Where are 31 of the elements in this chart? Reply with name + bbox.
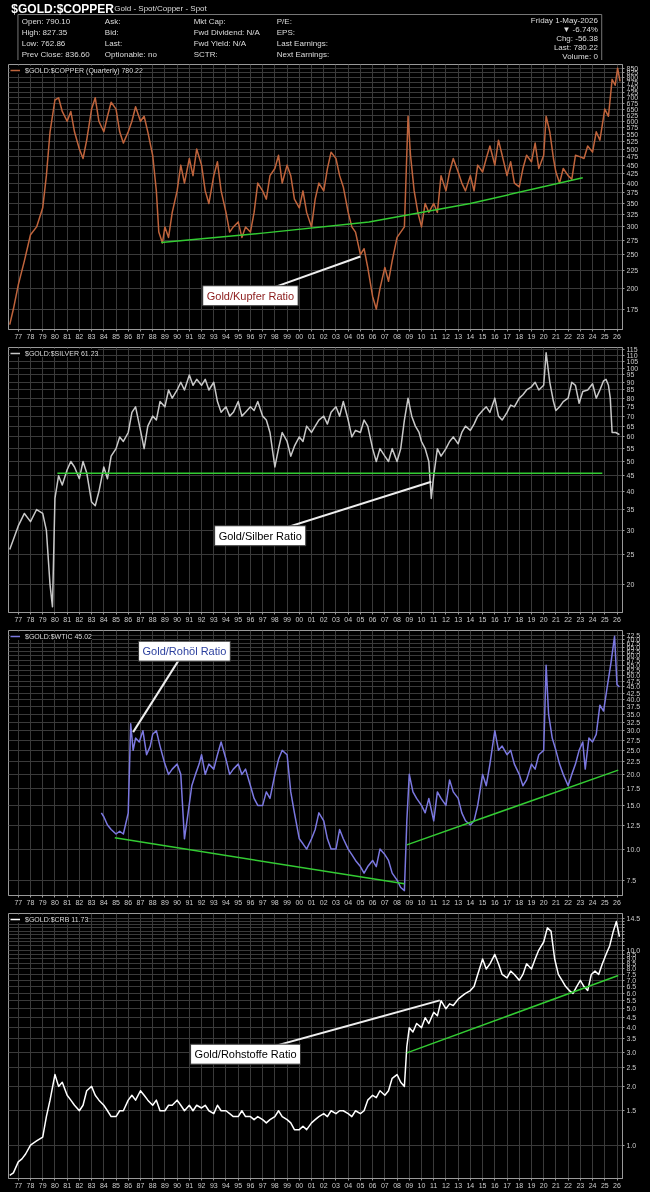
text: High: 827.35 [21,27,68,37]
text: Volume: 0 [562,51,599,61]
text: Low: 762.86 [21,38,66,48]
text: Prev Close: 836.60 [21,49,91,59]
annotation: Gold/Kupfer Ratio [206,289,295,302]
annotation: Gold/Rohstoffe Ratio [194,1048,297,1061]
text: Mkt Cap: [193,16,226,26]
text: Optionable: no [104,49,158,59]
line-series [8,352,621,608]
text: ▼ -6.74% [562,24,598,34]
text: P/E: [276,16,292,26]
line-series [8,67,621,326]
line-series [160,177,584,244]
annotation: Gold/Silber Ratio [218,529,302,542]
text: Last: [104,38,123,48]
text: $GOLD:$COPPER [11,1,115,16]
text: Open: 790.10 [21,16,71,26]
text: EPS: [276,27,296,37]
line-series [100,635,621,892]
text: Gold - Spot/Copper - Spot [114,3,208,13]
text: Last: 780.22 [553,42,599,52]
text: SCTR: [193,49,218,59]
text: Chg: -56.38 [556,33,599,43]
text: Fwd Yield: N/A [193,38,247,48]
text: Next Earnings: [276,49,330,59]
text: Last Earnings: [276,38,328,48]
annotation: Gold/Rohöl Ratio [142,645,227,658]
text: Bid: [104,27,119,37]
text: Friday 1-May-2026 [530,15,599,25]
text: Fwd Dividend: N/A [193,27,261,37]
text: Ask: [104,16,121,26]
